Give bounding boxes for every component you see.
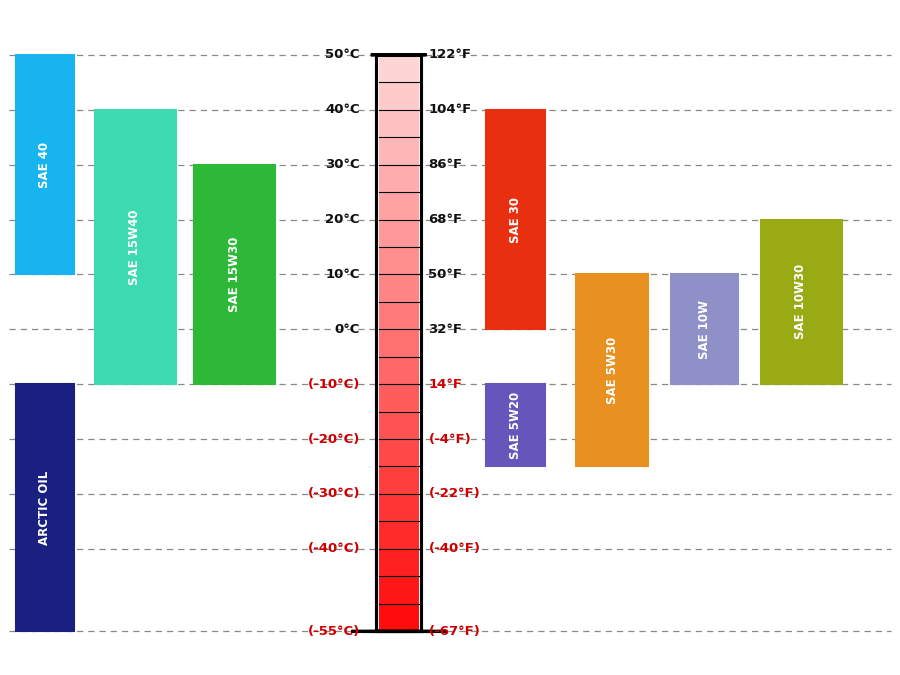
Text: (-40°F): (-40°F)	[428, 542, 481, 556]
Text: (-30°C): (-30°C)	[308, 487, 360, 500]
Text: 20°C: 20°C	[326, 213, 360, 226]
Bar	[379, 439, 418, 466]
Bar	[194, 165, 274, 384]
Bar	[379, 576, 418, 603]
Text: SAE 40: SAE 40	[39, 142, 51, 188]
Bar	[376, 55, 421, 631]
Text: SAE 5W30: SAE 5W30	[606, 337, 618, 404]
Text: 104°F: 104°F	[428, 103, 472, 116]
Bar	[379, 493, 418, 521]
Text: ARCTIC OIL: ARCTIC OIL	[39, 470, 51, 545]
Bar	[378, 630, 419, 631]
Bar	[670, 275, 738, 384]
Text: SAE 30: SAE 30	[508, 196, 522, 242]
Text: SAE 15W40: SAE 15W40	[129, 209, 141, 285]
Text: 68°F: 68°F	[428, 213, 463, 226]
Bar	[379, 356, 418, 384]
Bar	[379, 55, 418, 82]
Bar	[486, 384, 544, 466]
Text: 50°C: 50°C	[326, 49, 360, 61]
Bar	[379, 549, 418, 576]
Text: 14°F: 14°F	[428, 377, 463, 391]
Text: SAE 5W20: SAE 5W20	[508, 392, 522, 459]
Bar	[376, 53, 421, 57]
Text: 86°F: 86°F	[428, 158, 463, 171]
Text: (-4°F): (-4°F)	[428, 433, 472, 446]
Bar	[576, 275, 648, 466]
Bar	[379, 302, 418, 329]
Bar	[16, 384, 74, 631]
Bar	[379, 82, 418, 110]
Bar	[379, 274, 418, 302]
Bar	[16, 55, 74, 275]
Bar	[379, 329, 418, 356]
Text: 0°C: 0°C	[335, 323, 360, 335]
Text: 30°C: 30°C	[326, 158, 360, 171]
Text: (-20°C): (-20°C)	[308, 433, 360, 446]
Text: 122°F: 122°F	[428, 49, 472, 61]
Text: 40°C: 40°C	[326, 103, 360, 116]
Bar	[379, 603, 418, 631]
Text: SAE 15W30: SAE 15W30	[228, 237, 240, 312]
Text: 32°F: 32°F	[428, 323, 463, 335]
Bar	[379, 411, 418, 439]
Bar	[379, 384, 418, 412]
Text: 50°F: 50°F	[428, 268, 463, 281]
Bar	[379, 521, 418, 549]
Bar	[760, 219, 842, 384]
Bar	[486, 110, 544, 329]
Bar	[379, 246, 418, 275]
Bar	[379, 164, 418, 192]
Bar	[94, 110, 176, 384]
Text: SAE 10W30: SAE 10W30	[795, 264, 807, 340]
Text: (-10°C): (-10°C)	[308, 377, 360, 391]
Text: 10°C: 10°C	[326, 268, 360, 281]
Text: (-67°F): (-67°F)	[428, 624, 481, 638]
Text: (-40°C): (-40°C)	[308, 542, 360, 556]
Bar	[379, 192, 418, 219]
Text: SAE 10W: SAE 10W	[698, 300, 711, 359]
Bar	[379, 219, 418, 247]
Text: (-22°F): (-22°F)	[428, 487, 481, 500]
Text: (-55°C): (-55°C)	[308, 624, 360, 638]
Bar	[379, 137, 418, 165]
Bar	[379, 466, 418, 494]
Bar	[379, 109, 418, 137]
